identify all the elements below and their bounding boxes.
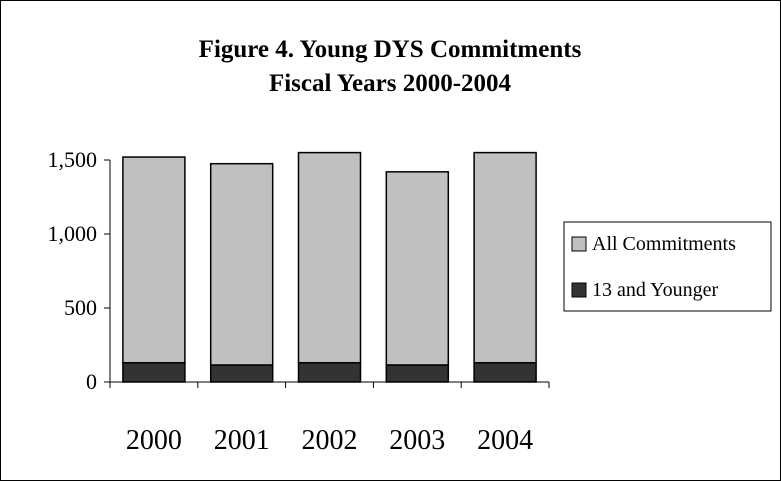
- y-tick-label: 1,000: [48, 221, 98, 246]
- x-tick-label: 2002: [302, 425, 358, 456]
- bar-segment: [209, 364, 274, 383]
- legend-label: All Commitments: [592, 233, 736, 255]
- legend: All Commitments 13 and Younger: [563, 221, 772, 312]
- legend-swatch: [571, 236, 587, 252]
- x-tick-label: 2004: [477, 425, 533, 456]
- bar-segment: [473, 362, 537, 383]
- y-tick-label: 500: [64, 295, 97, 320]
- bar-segment: [122, 362, 186, 383]
- bar-segment: [473, 151, 537, 364]
- chart-title: Figure 4. Young DYS Commitments: [199, 36, 582, 63]
- x-tick-label: 2001: [214, 425, 270, 456]
- axes: 0 500 1,000 1,500 2000 2001 2002 2003 2004: [48, 147, 550, 456]
- x-tick-label: 2003: [389, 425, 445, 456]
- legend-label: 13 and Younger: [592, 279, 718, 301]
- legend-swatch: [571, 282, 587, 298]
- bar-segment: [385, 364, 450, 383]
- x-tick-label: 2000: [126, 425, 182, 456]
- chart-subtitle: Fiscal Years 2000-2004: [269, 70, 512, 97]
- bar-segment: [297, 362, 362, 383]
- bars: [122, 151, 537, 383]
- bar-segment: [209, 162, 274, 366]
- bar-segment: [385, 171, 450, 366]
- y-tick-label: 1,500: [48, 147, 98, 172]
- y-tick-label: 0: [86, 369, 97, 394]
- bar-segment: [297, 151, 362, 364]
- bar-segment: [122, 156, 186, 364]
- legend-box: [563, 221, 772, 312]
